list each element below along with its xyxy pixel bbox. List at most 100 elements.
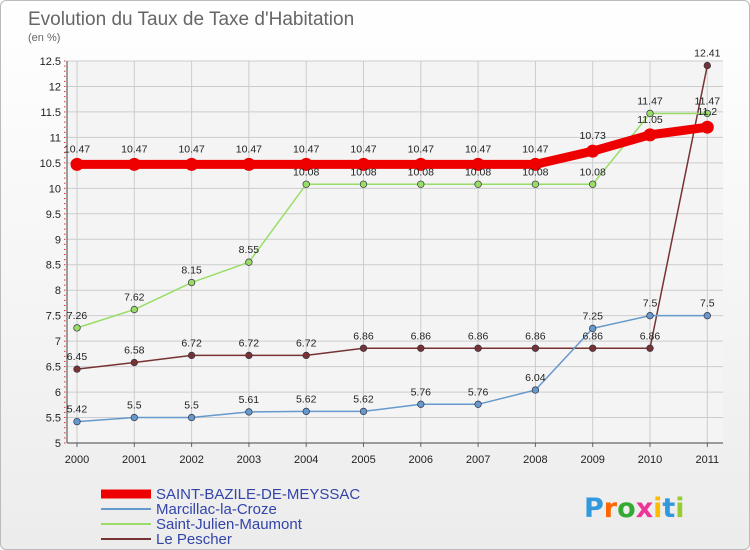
y-minor-tick — [64, 141, 66, 143]
data-point — [646, 344, 654, 352]
data-point — [299, 157, 313, 171]
data-label: 7.5 — [700, 298, 715, 310]
y-tick-label: 5.5 — [46, 413, 61, 425]
data-point — [70, 157, 84, 171]
y-minor-tick — [64, 70, 66, 72]
data-point — [187, 351, 196, 360]
data-point — [245, 258, 253, 266]
y-minor-tick — [64, 406, 66, 408]
data-point — [73, 417, 81, 426]
logo-letter: x — [636, 493, 653, 524]
data-labels: 6.45 6.58 6.72 6.72 6.72 6.86 6.86 6.86 6.86 6.86… — [64, 48, 721, 416]
data-point — [528, 157, 542, 171]
y-minor-tick — [64, 366, 66, 368]
y-minor-tick — [64, 269, 66, 271]
y-minor-tick — [64, 126, 66, 128]
data-point — [646, 312, 654, 320]
y-minor-tick — [64, 330, 66, 332]
series-line — [76, 314, 709, 423]
legend-label: SAINT-BAZILE-DE-MEYSSAC — [156, 486, 360, 503]
data-point — [643, 128, 657, 142]
x-tick-label: 2006 — [409, 454, 433, 466]
y-minor-tick — [64, 75, 66, 77]
y-minor-tick — [64, 340, 66, 342]
x-tick-label: 2003 — [237, 454, 261, 466]
data-label: 10.08 — [293, 166, 319, 178]
plot-area — [67, 61, 723, 443]
data-point — [703, 312, 711, 320]
data-label: 10.47 — [236, 143, 262, 155]
proxiti-logo: Proxiti — [584, 493, 685, 524]
data-label: 11.05 — [637, 114, 663, 126]
chart-subtitle: (en %) — [28, 32, 60, 44]
data-point — [474, 400, 482, 408]
y-minor-tick — [64, 121, 66, 123]
data-point — [703, 61, 711, 70]
data-point — [130, 358, 138, 367]
data-label: 10.73 — [580, 130, 606, 142]
x-tick-label: 2005 — [351, 454, 375, 466]
x-tick-label: 2001 — [122, 454, 146, 466]
y-minor-tick — [64, 85, 66, 87]
y-minor-tick — [64, 213, 66, 215]
series-line — [76, 112, 709, 329]
x-tick-label: 2007 — [466, 454, 490, 466]
y-tick-label: 12.5 — [40, 56, 61, 68]
y-minor-tick — [64, 162, 66, 164]
data-label: 10.47 — [408, 143, 434, 155]
data-label: 6.72 — [181, 337, 202, 349]
y-tick-label: 10 — [49, 183, 61, 195]
data-label: 5.5 — [184, 400, 199, 412]
series-line — [72, 122, 712, 169]
y-minor-tick — [64, 238, 66, 240]
y-minor-tick — [64, 203, 66, 205]
y-minor-tick — [64, 432, 66, 434]
x-tick-label: 2009 — [580, 454, 604, 466]
data-label: 11.2 — [697, 106, 717, 118]
data-point — [703, 109, 711, 118]
data-label: 10.47 — [178, 143, 204, 155]
data-point — [245, 408, 253, 416]
data-label: 6.86 — [640, 330, 661, 342]
data-label: 11.47 — [637, 95, 663, 107]
y-minor-tick — [64, 279, 66, 281]
data-point — [130, 305, 138, 314]
y-minor-tick — [64, 315, 66, 317]
y-minor-tick — [64, 320, 66, 322]
y-minor-tick — [64, 198, 66, 200]
y-minor-tick — [64, 147, 66, 149]
y-minor-tick — [64, 80, 66, 82]
data-point — [185, 157, 199, 171]
data-label: 8.15 — [181, 265, 202, 277]
y-minor-tick — [64, 345, 66, 347]
legend-label: Le Pescher — [156, 531, 232, 548]
y-minor-tick — [64, 101, 66, 103]
data-point — [414, 157, 428, 171]
y-minor-tick — [64, 361, 66, 363]
data-point — [302, 180, 310, 188]
logo-letter: t — [662, 493, 675, 524]
data-label: 7.62 — [124, 292, 145, 304]
y-minor-tick — [64, 228, 66, 230]
y-tick-label: 7.5 — [46, 311, 61, 323]
y-minor-tick — [64, 284, 66, 286]
data-point — [589, 324, 597, 333]
data-point — [417, 344, 425, 352]
data-label: 5.42 — [67, 404, 88, 416]
y-minor-tick — [64, 371, 66, 373]
data-point — [302, 351, 310, 360]
y-minor-tick — [64, 376, 66, 378]
data-label: 10.08 — [580, 166, 606, 178]
y-minor-tick — [64, 131, 66, 133]
data-label: 12.41 — [694, 48, 720, 60]
x-tick-label: 2000 — [65, 454, 89, 466]
y-minor-tick — [64, 422, 66, 424]
data-point — [531, 180, 540, 188]
y-tick-label: 7 — [55, 336, 61, 348]
data-label: 6.86 — [468, 330, 489, 342]
data-label: 5.62 — [353, 393, 374, 405]
data-point — [242, 157, 256, 171]
y-tick-label: 11.5 — [40, 107, 61, 119]
y-tick-label: 11 — [50, 132, 61, 144]
y-tick-label: 5 — [55, 438, 61, 450]
